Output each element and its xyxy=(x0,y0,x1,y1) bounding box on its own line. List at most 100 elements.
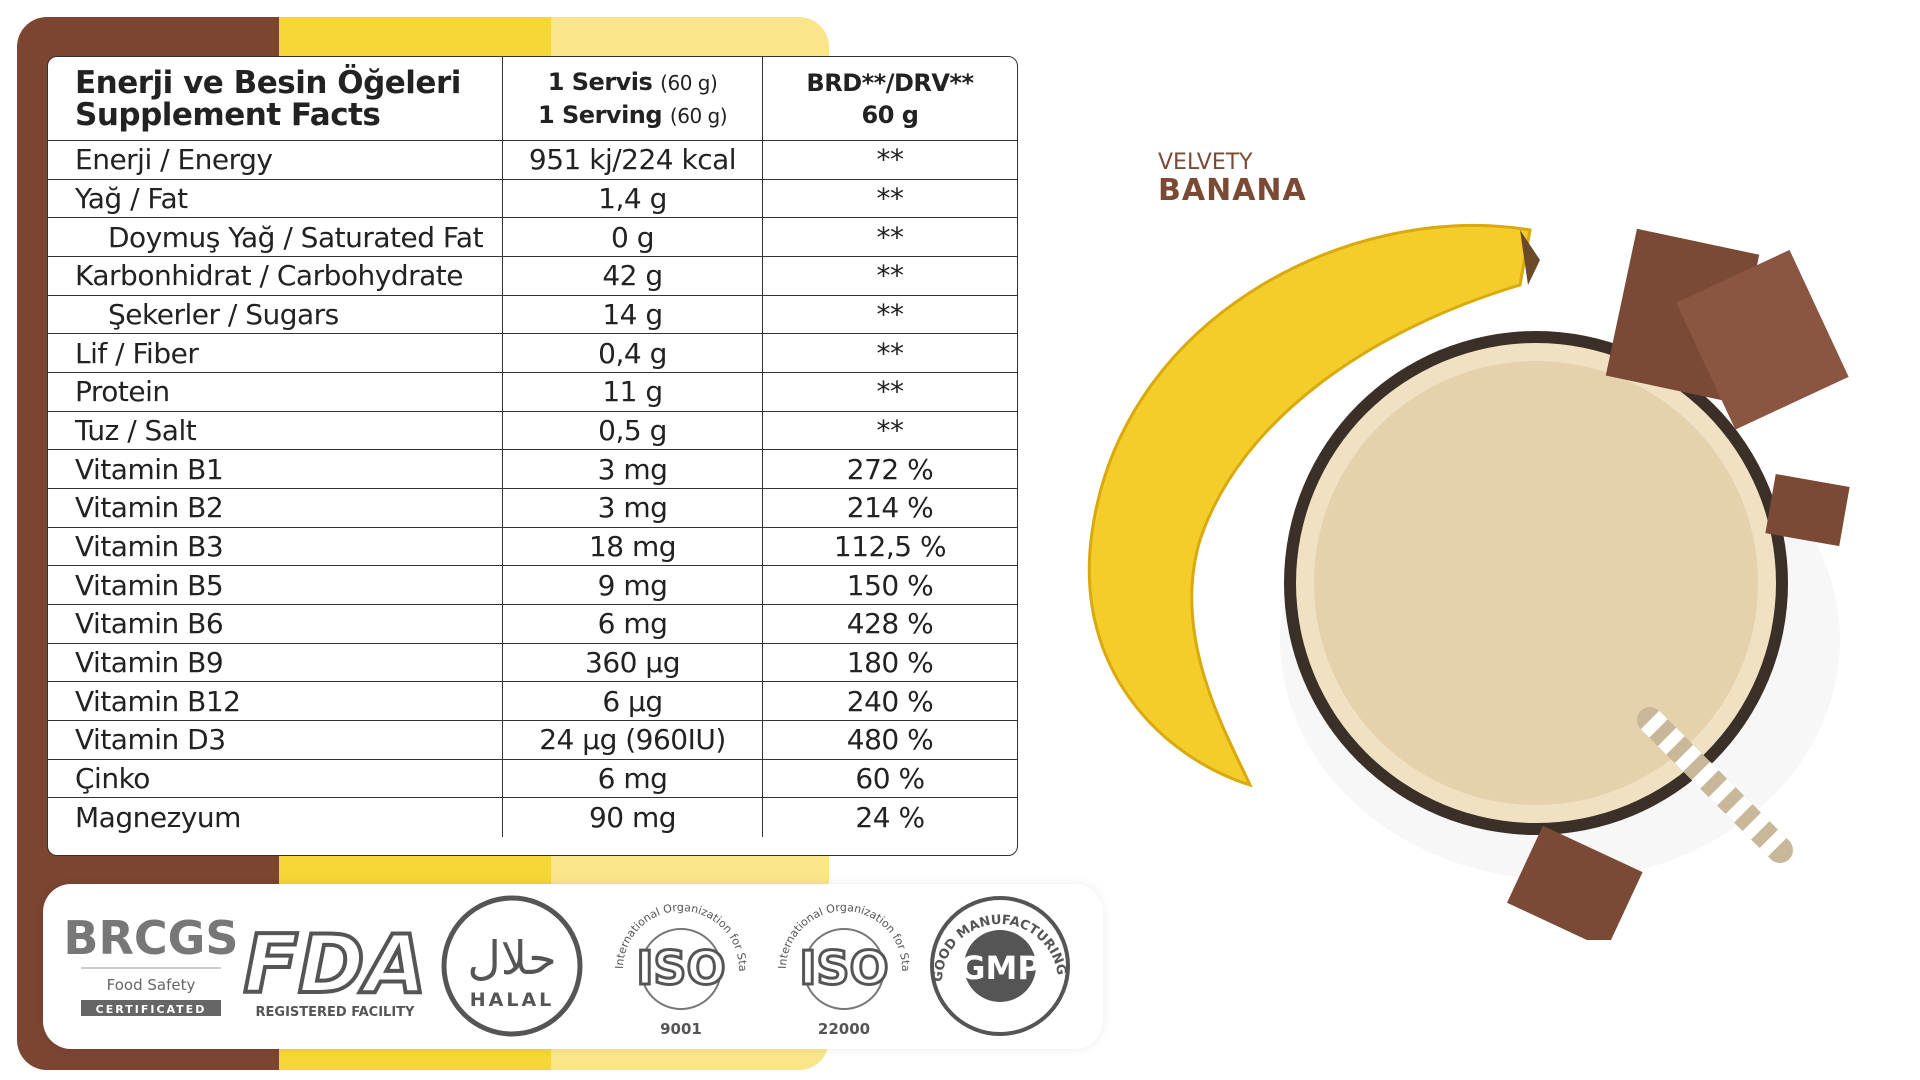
nutrient: Yağ / Fat xyxy=(48,179,503,218)
fda-name: FDA xyxy=(244,918,427,1011)
header-row: Enerji ve Besin Öğeleri Supplement Facts… xyxy=(48,57,1017,141)
reference-value: 180 % xyxy=(846,645,934,679)
reference-line: 60 g xyxy=(861,100,919,129)
table-row: Vitamin B12 6 µg 240 % xyxy=(48,682,1017,721)
nutrient: Vitamin B3 xyxy=(48,527,503,566)
amount: 951 kj/224 kcal xyxy=(503,141,763,179)
flavor: BANANA xyxy=(1158,173,1307,208)
table-row: Şekerler / Sugars 14 g ** xyxy=(48,295,1017,335)
amount: 3 mg xyxy=(503,450,763,488)
table-row: Magnezyum 90 mg 24 % xyxy=(48,798,1017,837)
amount: 6 mg xyxy=(503,604,763,643)
banana-stem xyxy=(1520,230,1540,285)
brcgs-name: BRCGS xyxy=(63,911,238,965)
nutrient: Vitamin B2 xyxy=(48,488,503,527)
nutrient: Vitamin B5 xyxy=(48,566,503,604)
amount: 42 g xyxy=(503,256,763,295)
nutrient: Vitamin D3 xyxy=(48,720,503,759)
table-row: Protein 11 g ** xyxy=(48,372,1017,412)
amount: 0,4 g xyxy=(503,334,763,372)
reference-value: 240 % xyxy=(846,684,934,718)
nutrient: Karbonhidrat / Carbohydrate xyxy=(48,256,503,295)
reference-value: ** xyxy=(876,259,905,293)
reference-value: 24 % xyxy=(855,800,925,834)
header-reference: BRD**/DRV** 60 g xyxy=(763,57,1017,140)
serving-text: 1 Servis xyxy=(547,67,653,96)
table-row: Vitamin B3 18 mg 112,5 % xyxy=(48,527,1017,567)
reference-value: ** xyxy=(876,375,905,409)
header-serving: 1 Servis (60 g) 1 Serving (60 g) xyxy=(503,57,763,140)
nutrient: Çinko xyxy=(48,759,503,798)
serving-text: 1 Serving xyxy=(537,100,663,129)
globe xyxy=(803,928,885,1010)
title-line: Enerji ve Besin Öğeleri xyxy=(75,64,461,101)
nutrient: Tuz / Salt xyxy=(48,411,503,450)
nutrient: Protein xyxy=(48,372,503,411)
serving-unit: (60 g) xyxy=(660,70,718,95)
amount: 1,4 g xyxy=(503,179,763,218)
iso-name: ISO xyxy=(799,941,888,995)
halal-name: HALAL xyxy=(470,989,555,1011)
table-row: Vitamin B1 3 mg 272 % xyxy=(48,450,1017,489)
fda-line: REGISTERED FACILITY xyxy=(256,1005,416,1020)
nutrient: Vitamin B6 xyxy=(48,604,503,643)
amount: 0,5 g xyxy=(503,411,763,450)
table-row: Enerji / Energy 951 kj/224 kcal ** xyxy=(48,141,1017,180)
nutrient: Şekerler / Sugars xyxy=(48,295,503,334)
nutrient: Magnezyum xyxy=(48,798,503,837)
halal-logo: حلال HALAL xyxy=(441,895,583,1037)
table-row: Doymuş Yağ / Saturated Fat 0 g ** xyxy=(48,218,1017,257)
reference-value: ** xyxy=(876,220,905,254)
chocolate xyxy=(1765,474,1850,547)
reference-value: 150 % xyxy=(846,568,934,602)
serving-line: 1 Servis (60 g) xyxy=(548,66,718,99)
gmp-center xyxy=(964,930,1036,1002)
gmp-name: GMP xyxy=(959,949,1041,987)
reference-value: 60 % xyxy=(855,761,925,795)
halal-arabic: حلال xyxy=(467,931,556,985)
fda-logo: FDA REGISTERED FACILITY xyxy=(242,916,429,1020)
reference-value: ** xyxy=(876,336,905,370)
supplement-facts-table: Enerji ve Besin Öğeleri Supplement Facts… xyxy=(47,56,1018,856)
amount: 18 mg xyxy=(503,527,763,566)
table-row: Vitamin B5 9 mg 150 % xyxy=(48,566,1017,605)
nutrient: Enerji / Energy xyxy=(48,141,503,179)
reference-value: ** xyxy=(876,413,905,447)
reference-value: ** xyxy=(876,297,905,331)
table-row: Tuz / Salt 0,5 g ** xyxy=(48,411,1017,451)
serving-unit: (60 g) xyxy=(669,103,728,128)
reference-value: 272 % xyxy=(846,452,934,486)
table-row: Karbonhidrat / Carbohydrate 42 g ** xyxy=(48,256,1017,296)
certification-logos: BRCGS Food Safety CERTIFICATED FDA REGIS… xyxy=(38,873,1070,1038)
brcgs-badge: CERTIFICATED xyxy=(96,1003,207,1016)
header-title: Enerji ve Besin Öğeleri Supplement Facts xyxy=(48,57,503,140)
straw-stripes xyxy=(1640,710,1790,860)
iso-number: 22000 xyxy=(818,1020,870,1038)
product-photo xyxy=(1087,224,1850,940)
reference-value: ** xyxy=(876,181,905,215)
table-row: Yağ / Fat 1,4 g ** xyxy=(48,179,1017,219)
reference-value: 428 % xyxy=(846,607,934,641)
chocolate xyxy=(1676,249,1849,430)
reference-value: 214 % xyxy=(846,491,934,525)
title-line: Supplement Facts xyxy=(75,96,381,133)
globe xyxy=(640,928,722,1010)
amount: 360 µg xyxy=(503,643,763,682)
nutrient: Lif / Fiber xyxy=(48,334,503,372)
reference-value: ** xyxy=(876,143,905,177)
chocolate xyxy=(1506,825,1643,940)
banana xyxy=(1087,224,1532,788)
amount: 9 mg xyxy=(503,566,763,604)
certification-strip: BRCGS Food Safety CERTIFICATED FDA REGIS… xyxy=(38,873,1103,1049)
serving-line: 1 Serving (60 g) xyxy=(537,99,728,132)
brcgs-line: Food Safety xyxy=(107,976,196,994)
amount: 11 g xyxy=(503,372,763,411)
nutrient: Doymuş Yağ / Saturated Fat xyxy=(48,218,503,256)
table-row: Lif / Fiber 0,4 g ** xyxy=(48,334,1017,373)
table-row: Vitamin B9 360 µg 180 % xyxy=(48,643,1017,683)
amount: 6 µg xyxy=(503,682,763,720)
reference-value: 112,5 % xyxy=(833,529,947,563)
amount: 14 g xyxy=(503,295,763,334)
tagline: VELVETY xyxy=(1158,150,1253,175)
